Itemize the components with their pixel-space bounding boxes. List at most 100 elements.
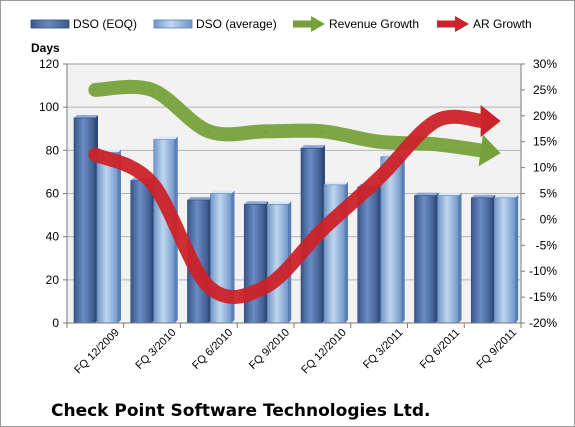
x-tick-label: FQ 12/2009 [72,327,122,377]
legend-item-ar-growth: AR Growth [437,16,532,32]
bar-dso-eoq [414,192,439,324]
bar-face [357,186,380,324]
y-left-tick-label: 0 [52,316,59,330]
y-right-tick-label: 20% [533,109,557,123]
legend-label-ar-growth: AR Growth [473,17,532,31]
y-right-tick-label: 30% [533,57,557,71]
line-ar-growth-arrowhead [480,104,501,137]
x-tick-label: FQ 3/2010 [133,327,178,372]
bar-dso-eoq [243,201,269,324]
legend-arrowhead-ar-growth [455,16,469,32]
bar-face [493,197,516,324]
bar-top [301,145,325,149]
line-revenue-growth-point [150,88,154,92]
bar-top [210,190,235,194]
y-left-tick-label: 80 [46,143,60,157]
y-right-tick-label: 25% [533,83,557,97]
y-right-tick-label: -5% [536,238,558,252]
line-ar-growth-point [264,285,268,289]
x-tick-label: FQ 9/2010 [247,327,292,372]
bar-face [96,152,119,324]
y-left-tick-label: 100 [39,100,59,114]
bar-side [458,192,462,323]
bar-top [414,192,439,196]
bar-top [74,114,98,118]
line-ar-growth-point [377,176,381,180]
y-left-tick-label: 40 [46,230,60,244]
line-revenue-growth-point [491,150,495,154]
line-ar-growth-path [88,109,490,304]
bar-dso-eoq [357,184,382,324]
growth-lines [88,79,501,304]
bar-top [437,192,462,196]
y-right-tick-label: 15% [533,135,557,149]
line-revenue-growth-point [434,142,438,146]
line-revenue-growth-point [264,129,268,133]
line-revenue-growth [88,79,501,167]
legend-label-dso-average: DSO (average) [196,17,277,31]
bar-top [153,136,178,140]
legend-item-dso-eoq: DSO (EOQ) [30,17,137,31]
legend-label-dso-eoq: DSO (EOQ) [73,17,137,31]
bar-top [187,196,212,200]
bar-dso-average [96,149,121,324]
y-right-tick-label: -15% [529,290,557,304]
legend-swatch-dso-eoq [30,19,70,29]
legend-item-dso-average: DSO (average) [153,17,277,31]
chart-title: Check Point Software Technologies Ltd. [51,401,430,421]
x-tick-label: FQ 9/2011 [474,327,519,372]
line-ar-growth-point [93,153,97,157]
y-right-tick-label: -20% [529,316,557,330]
bar-side [231,190,235,323]
legend: DSO (EOQ) DSO (average) Revenue Growth A… [30,16,532,32]
bar-top [471,194,496,198]
bar-side [515,194,519,323]
line-revenue-growth-path [88,79,490,158]
y-right-tick-label: 0% [540,212,558,226]
line-revenue-growth-point [320,129,324,133]
x-tick-label: FQ 6/2011 [418,327,463,372]
y-left-tick-label: 20 [46,273,60,287]
y-right-tick-label: 5% [540,187,558,201]
bar-face [414,195,436,324]
x-tick-label: FQ 12/2010 [299,327,349,377]
y-axis-left: 0 20 40 60 80 100 120 [39,57,68,330]
bar-top [494,194,519,198]
y-right-tick-label: 10% [533,161,557,175]
bar-dso-eoq [73,114,98,324]
line-revenue-growth-arrowhead [478,134,501,167]
bar-top [244,201,269,205]
line-revenue-growth-point [93,88,97,92]
x-tick-label: FQ 3/2011 [361,327,406,372]
bar-dso-eoq [470,194,496,324]
bar-top [324,181,348,185]
line-ar-growth-point [491,119,495,123]
line-revenue-growth-point [207,129,211,133]
bar-face [470,197,493,324]
y-right-tick-label: -10% [529,264,557,278]
bar-dso-average [493,194,519,324]
legend-arrowhead-revenue-growth [311,16,325,32]
y-left-tick-label: 120 [39,57,59,71]
line-ar-growth [88,104,501,304]
x-axis: FQ 12/2009 FQ 3/2010 FQ 6/2010 FQ 9/2010 FQ … [66,322,522,377]
bar-top [267,201,292,205]
y-left-tick-label: 60 [46,187,60,201]
bar-face [130,180,153,324]
line-ar-growth-point [150,181,154,185]
legend-swatch-dso-average [153,19,193,29]
bar-face [437,195,459,324]
x-tick-label: FQ 6/2010 [190,327,235,372]
legend-label-revenue-growth: Revenue Growth [329,17,419,31]
y-axis-title: Days [31,41,60,55]
line-revenue-growth-point [377,140,381,144]
legend-item-revenue-growth: Revenue Growth [293,16,419,32]
bar-side [401,153,405,323]
line-ar-growth-point [207,285,211,289]
bar-side [118,149,121,323]
line-ar-growth-point [434,119,438,123]
y-axis-right: -20% -15% -10% -5% 0% 5% 10% 15% 20% 25% 30% [520,57,558,330]
line-ar-growth-point [320,228,324,232]
